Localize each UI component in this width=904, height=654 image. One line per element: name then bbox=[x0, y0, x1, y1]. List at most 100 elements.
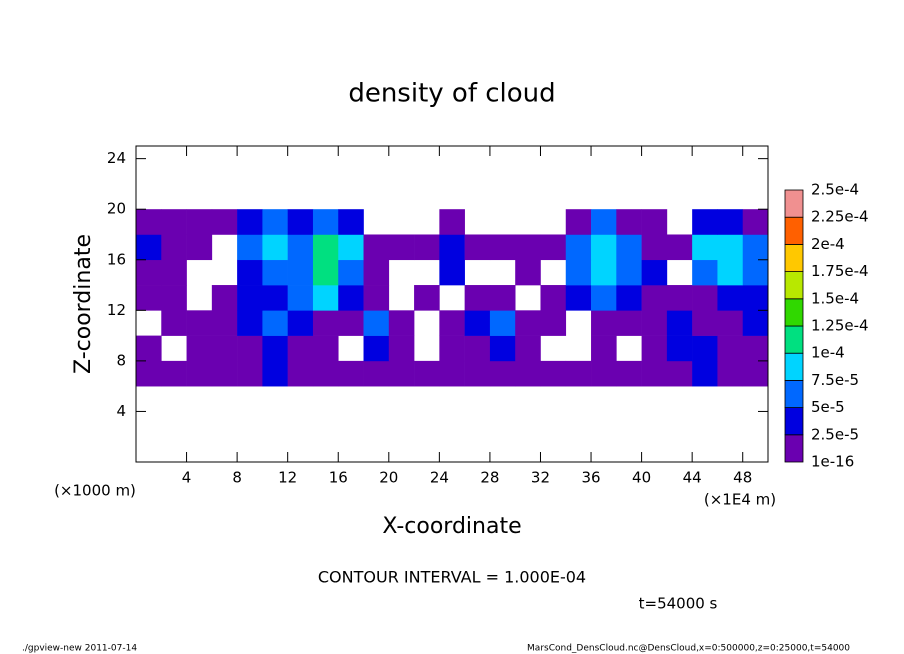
x-tick-label: 24 bbox=[430, 469, 449, 487]
field-cell bbox=[262, 335, 288, 362]
field-cell bbox=[287, 285, 314, 311]
field-cell bbox=[565, 285, 592, 311]
colorbar-label: 1.75e-4 bbox=[811, 262, 869, 280]
field-cell bbox=[287, 360, 314, 387]
colorbar-label: 1e-16 bbox=[811, 453, 854, 471]
y-tick-label: 24 bbox=[107, 149, 126, 167]
field-cell bbox=[237, 360, 263, 387]
field-cell bbox=[211, 285, 238, 311]
field-cell bbox=[439, 209, 465, 235]
field-cell bbox=[439, 234, 465, 261]
field-cell bbox=[312, 360, 339, 387]
field-cell bbox=[666, 360, 693, 387]
field-cell bbox=[439, 360, 465, 387]
time-label: t=54000 s bbox=[639, 595, 718, 613]
field-cell bbox=[641, 259, 668, 286]
field-cell bbox=[363, 234, 390, 261]
field-cell bbox=[717, 310, 744, 336]
field-cell bbox=[414, 285, 440, 311]
field-cell bbox=[262, 209, 288, 235]
x-tick-label: 8 bbox=[232, 469, 242, 487]
x-tick-label: 16 bbox=[329, 469, 348, 487]
colorbar-box bbox=[784, 216, 804, 245]
plot-frame bbox=[135, 145, 769, 463]
field-cell bbox=[641, 360, 668, 387]
colorbar-box bbox=[784, 243, 804, 272]
field-cell bbox=[136, 285, 162, 311]
field-cell bbox=[565, 234, 592, 261]
x-scale-note: (×1E4 m) bbox=[704, 491, 776, 509]
field-cell bbox=[540, 285, 567, 311]
field-cell bbox=[464, 360, 491, 387]
colorbar-box bbox=[784, 352, 804, 381]
field-cell bbox=[464, 285, 491, 311]
field-cell bbox=[338, 209, 364, 235]
field-cell bbox=[262, 310, 288, 336]
field-cell bbox=[464, 310, 491, 336]
field-cell bbox=[489, 234, 516, 261]
colorbar-box bbox=[784, 298, 804, 327]
field-cell bbox=[565, 259, 592, 286]
y-tick-label: 20 bbox=[107, 200, 126, 218]
field-cell bbox=[717, 360, 744, 387]
x-tick-label: 32 bbox=[531, 469, 550, 487]
field-cell bbox=[186, 234, 213, 261]
chart-title: density of cloud bbox=[348, 79, 555, 109]
field-cell bbox=[742, 234, 769, 261]
field-cell bbox=[211, 360, 238, 387]
field-cell bbox=[161, 360, 187, 387]
colorbar-box bbox=[784, 407, 804, 436]
y-tick-label: 4 bbox=[116, 402, 126, 420]
field-cell bbox=[666, 310, 693, 336]
field-cell bbox=[136, 234, 162, 261]
field-cell bbox=[161, 310, 187, 336]
field-cell bbox=[136, 360, 162, 387]
field-cell bbox=[312, 259, 339, 286]
colorbar-label: 2e-4 bbox=[811, 235, 845, 253]
field-cell bbox=[388, 335, 415, 362]
field-cell bbox=[717, 285, 744, 311]
field-cell bbox=[717, 209, 744, 235]
field-cell bbox=[742, 259, 769, 286]
field-cell bbox=[641, 335, 668, 362]
field-cell bbox=[692, 335, 718, 362]
field-cell bbox=[616, 259, 642, 286]
y-axis-label: Z-coordinate bbox=[71, 234, 96, 374]
field-cell bbox=[211, 209, 238, 235]
field-cell bbox=[338, 310, 364, 336]
field-cell bbox=[742, 360, 769, 387]
field-cell bbox=[388, 234, 415, 261]
field-cell bbox=[363, 285, 390, 311]
field-cell bbox=[439, 335, 465, 362]
field-cell bbox=[616, 360, 642, 387]
field-cell bbox=[666, 234, 693, 261]
field-cell bbox=[414, 360, 440, 387]
colorbar-box bbox=[784, 379, 804, 408]
field-cell bbox=[515, 360, 541, 387]
field-cell bbox=[591, 360, 617, 387]
x-tick-label: 20 bbox=[379, 469, 398, 487]
colorbar-label: 1.25e-4 bbox=[811, 317, 869, 335]
field-cell bbox=[136, 209, 162, 235]
colorbar-label: 2.5e-4 bbox=[811, 181, 859, 199]
field-cell bbox=[262, 234, 288, 261]
field-cell bbox=[717, 259, 744, 286]
field-cell bbox=[262, 360, 288, 387]
colorbar-label: 1e-4 bbox=[811, 344, 845, 362]
x-tick-label: 48 bbox=[733, 469, 752, 487]
colorbar-label: 2.5e-5 bbox=[811, 425, 859, 443]
field-cell bbox=[515, 259, 541, 286]
field-cell bbox=[641, 209, 668, 235]
field-cell bbox=[237, 285, 263, 311]
field-cell bbox=[616, 209, 642, 235]
field-cell bbox=[742, 335, 769, 362]
x-tick-label: 36 bbox=[581, 469, 600, 487]
field-cell bbox=[388, 360, 415, 387]
field bbox=[136, 209, 769, 387]
field-cell bbox=[363, 335, 390, 362]
field-cell bbox=[641, 310, 668, 336]
field-cell bbox=[489, 285, 516, 311]
field-cell bbox=[591, 335, 617, 362]
field-cell bbox=[262, 259, 288, 286]
